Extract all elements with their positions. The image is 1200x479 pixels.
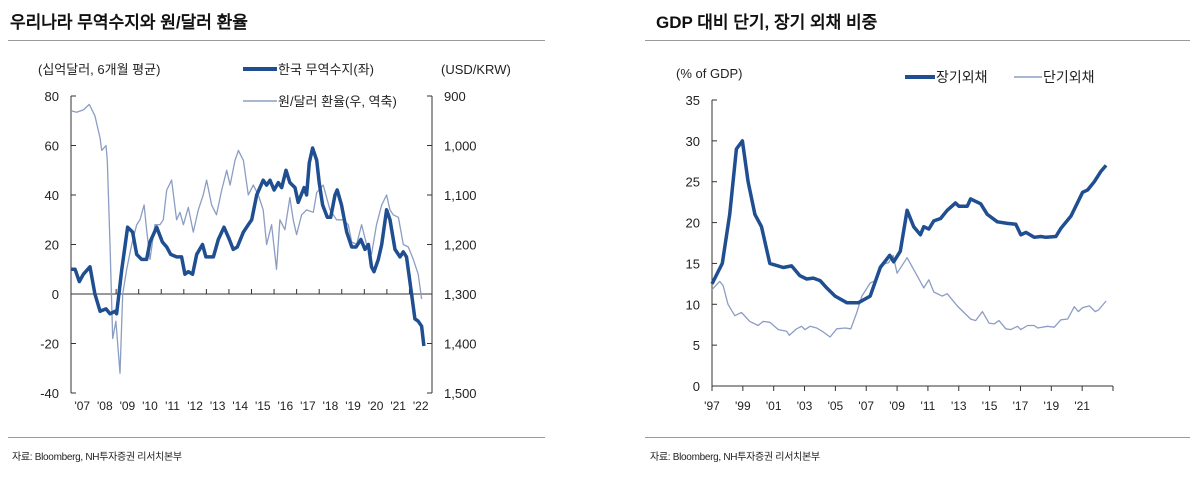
y-tick-label: 15 xyxy=(686,256,700,271)
series-line-short-term-debt xyxy=(711,254,1107,338)
x-tick-label: '19 xyxy=(345,399,361,413)
left-y-tick-label: 80 xyxy=(45,89,59,104)
x-tick-label: '20 xyxy=(368,399,384,413)
x-tick-label: '13 xyxy=(951,399,967,413)
left-title-divider xyxy=(8,40,545,41)
x-tick-label: '09 xyxy=(889,399,905,413)
y-tick-label: 0 xyxy=(693,379,700,394)
x-tick-label: '22 xyxy=(413,399,429,413)
x-tick-label: '15 xyxy=(982,399,998,413)
right-y-tick-label: 900 xyxy=(444,89,466,104)
x-tick-label: '12 xyxy=(187,399,203,413)
y-tick-label: 5 xyxy=(693,338,700,353)
x-tick-label: '05 xyxy=(828,399,844,413)
x-tick-label: '09 xyxy=(120,399,136,413)
x-tick-label: '10 xyxy=(142,399,158,413)
x-tick-label: '01 xyxy=(766,399,782,413)
y-tick-label: 35 xyxy=(686,93,700,108)
series-line-long-term-debt xyxy=(710,139,1108,305)
x-tick-label: '11 xyxy=(165,399,180,413)
right-y-tick-label: 1,500 xyxy=(444,386,477,401)
y-tick-label: 10 xyxy=(686,297,700,312)
x-tick-label: '11 xyxy=(921,399,936,413)
right-y-tick-label: 1,000 xyxy=(444,139,477,154)
x-tick-label: '17 xyxy=(1013,399,1029,413)
right-y-tick-label: 1,100 xyxy=(444,188,477,203)
x-tick-label: '16 xyxy=(278,399,294,413)
left-axis-unit-label: (십억달러, 6개월 평균) xyxy=(38,62,160,77)
x-tick-label: '21 xyxy=(390,399,406,413)
x-tick-label: '08 xyxy=(97,399,113,413)
left-y-tick-label: 0 xyxy=(52,287,59,302)
left-source-note: 자료: Bloomberg, NH투자증권 리서치본부 xyxy=(12,452,182,463)
right-y-tick-label: 1,200 xyxy=(444,238,477,253)
right-title-divider xyxy=(645,40,1190,41)
legend-label-usdkrw: 원/달러 환율(우, 역축) xyxy=(278,94,397,109)
x-tick-label: '15 xyxy=(255,399,271,413)
x-tick-label: '21 xyxy=(1074,399,1090,413)
right-y-tick-label: 1,400 xyxy=(444,337,477,352)
x-tick-label: '07 xyxy=(858,399,874,413)
left-y-tick-label: -40 xyxy=(40,386,59,401)
x-tick-label: '97 xyxy=(704,399,720,413)
y-tick-label: 30 xyxy=(686,134,700,149)
legend-label-long-term-debt: 장기외채 xyxy=(936,69,988,85)
x-tick-label: '13 xyxy=(210,399,226,413)
x-tick-label: '03 xyxy=(797,399,813,413)
x-tick-label: '99 xyxy=(735,399,751,413)
series-line-usdkrw xyxy=(70,103,423,374)
left-footer-divider xyxy=(8,437,545,438)
legend-label-trade-balance: 한국 무역수지(좌) xyxy=(278,62,374,77)
left-chart-title: 우리나라 무역수지와 원/달러 환율 xyxy=(10,13,248,32)
right-y-tick-label: 1,300 xyxy=(444,287,477,302)
right-footer-divider xyxy=(645,437,1190,438)
legend-label-short-term-debt: 단기외채 xyxy=(1043,69,1095,85)
y-axis-unit-label: (% of GDP) xyxy=(676,66,742,81)
left-y-tick-label: 40 xyxy=(45,188,59,203)
y-tick-label: 20 xyxy=(686,216,700,231)
x-tick-label: '18 xyxy=(323,399,339,413)
x-tick-label: '07 xyxy=(74,399,90,413)
right-chart-title: GDP 대비 단기, 장기 외채 비중 xyxy=(656,13,878,32)
left-y-tick-label: 60 xyxy=(45,139,59,154)
series-line-trade-balance xyxy=(71,146,426,347)
left-y-tick-label: -20 xyxy=(40,337,59,352)
x-tick-label: '17 xyxy=(300,399,316,413)
right-source-note: 자료: Bloomberg, NH투자증권 리서치본부 xyxy=(650,452,820,463)
left-y-tick-label: 20 xyxy=(45,238,59,253)
right-axis-unit-label: (USD/KRW) xyxy=(441,62,511,77)
x-tick-label: '14 xyxy=(232,399,248,413)
x-tick-label: '19 xyxy=(1043,399,1059,413)
y-tick-label: 25 xyxy=(686,175,700,190)
